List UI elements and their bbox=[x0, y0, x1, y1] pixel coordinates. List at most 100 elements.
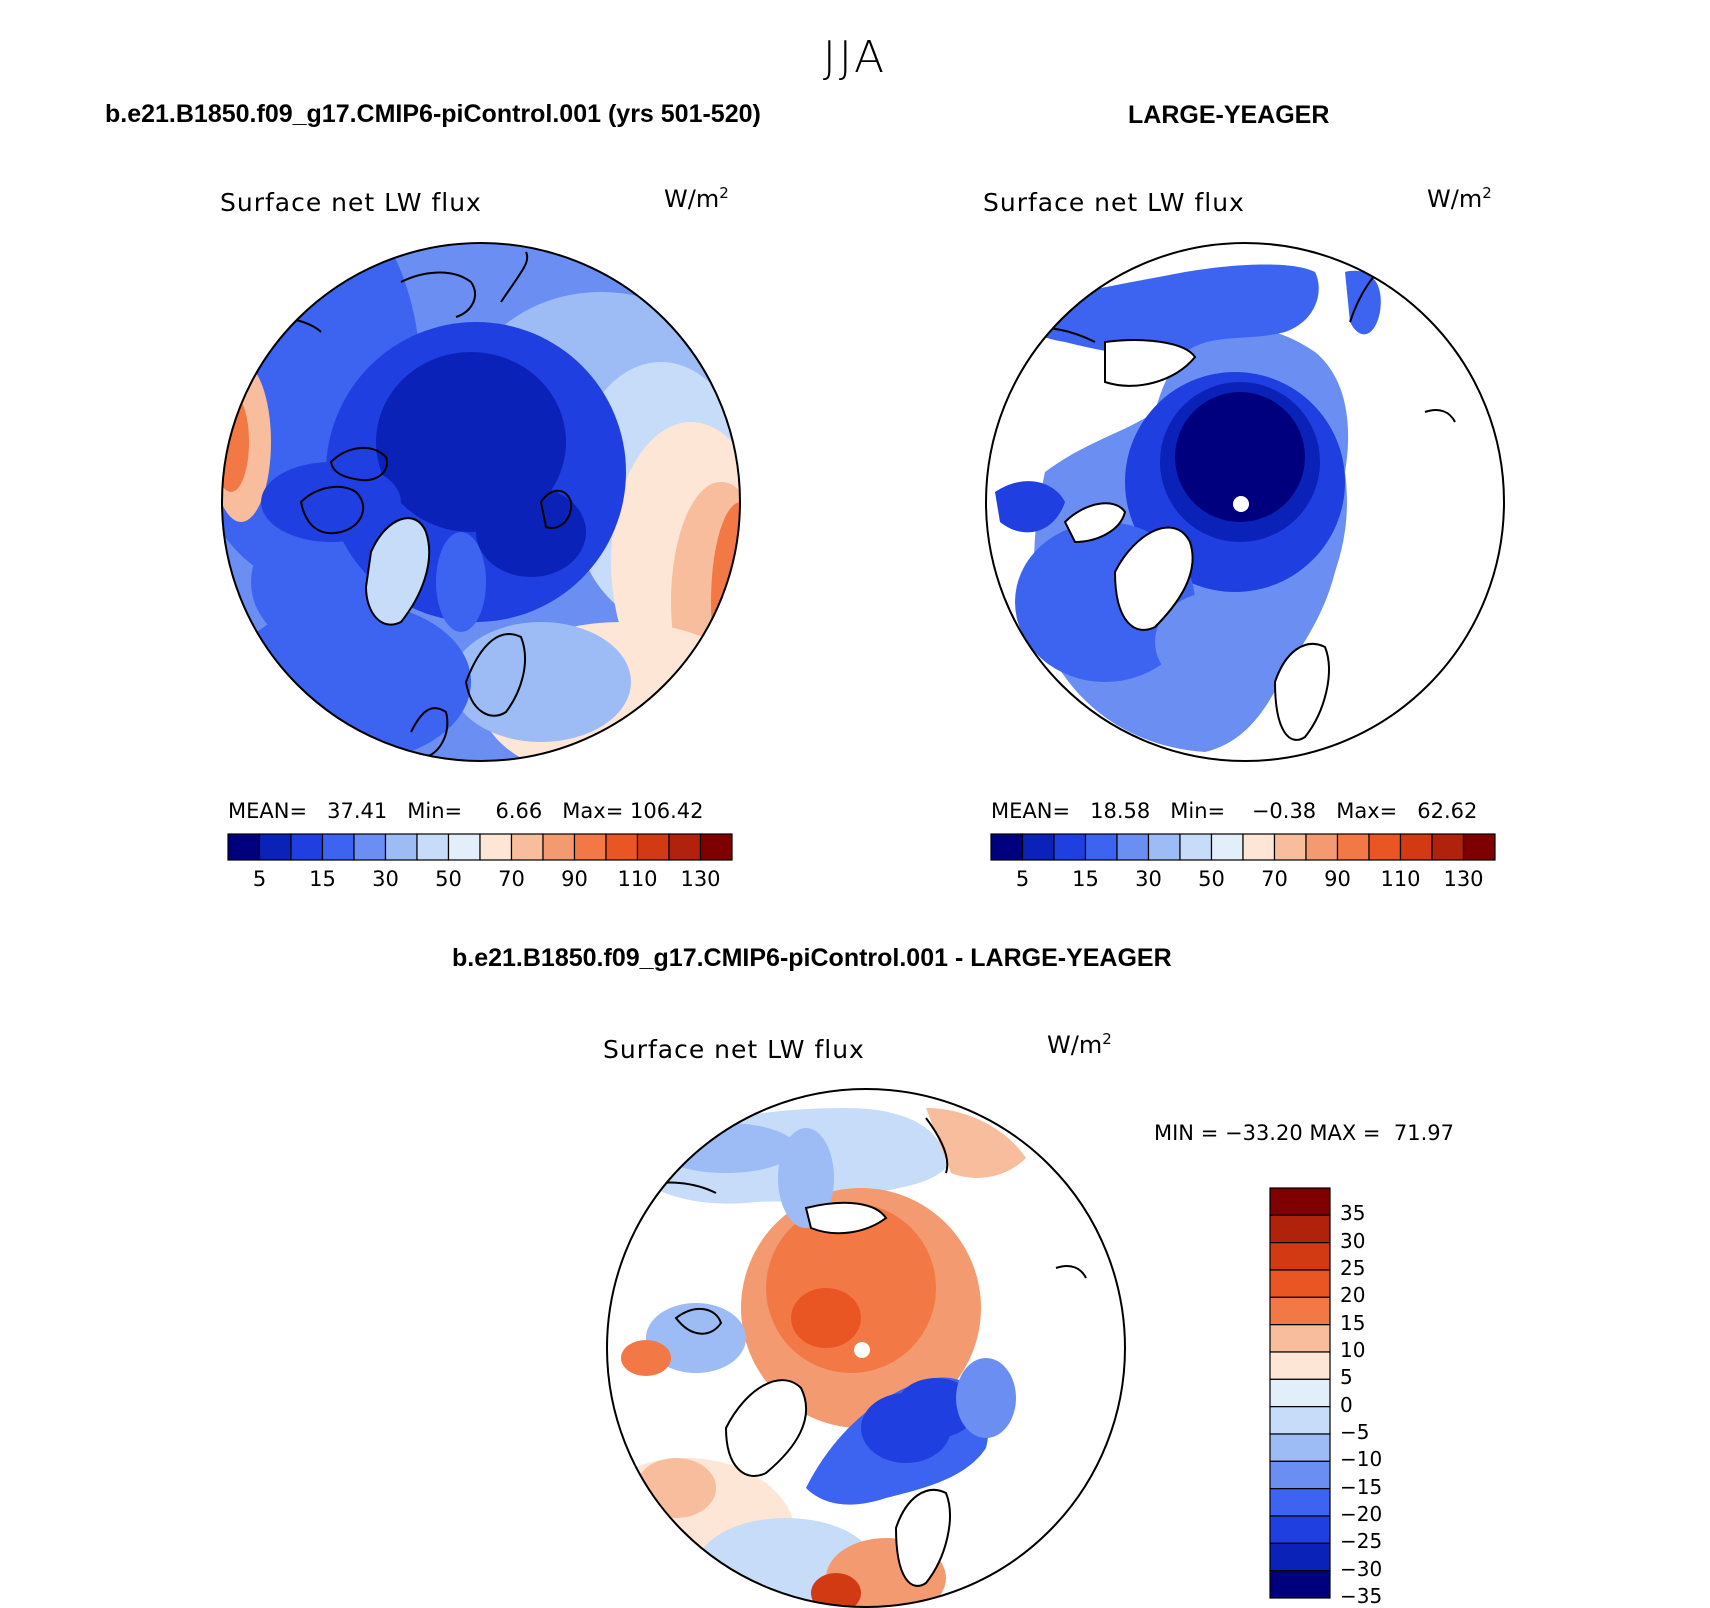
colorbar-tick-label: 130 bbox=[1443, 867, 1484, 891]
colorbar-swatch bbox=[1269, 1269, 1331, 1298]
colorbar-swatch bbox=[1462, 833, 1496, 861]
colorbar-tick-label: 50 bbox=[1198, 867, 1225, 891]
colorbar-swatch bbox=[384, 833, 418, 861]
obs-polar-map bbox=[985, 242, 1505, 762]
obs-colorbar-labels: 5 15 30 50 70 90 110 130 bbox=[991, 867, 1495, 897]
colorbar-tick-label: 5 bbox=[1015, 867, 1030, 891]
colorbar-swatch bbox=[668, 833, 702, 861]
colorbar-tick-label: 110 bbox=[1380, 867, 1421, 891]
model-panel-title: b.e21.B1850.f09_g17.CMIP6-piControl.001 … bbox=[105, 100, 761, 128]
colorbar-tick-label: −30 bbox=[1340, 1556, 1383, 1581]
colorbar-swatch bbox=[1084, 833, 1118, 861]
model-colorbar-labels: 5 15 30 50 70 90 110 130 bbox=[228, 867, 732, 897]
colorbar-swatch bbox=[1269, 1214, 1331, 1244]
colorbar-swatch bbox=[416, 833, 450, 861]
colorbar-swatch bbox=[1269, 1324, 1331, 1353]
colorbar-swatch bbox=[447, 833, 481, 861]
colorbar-swatch bbox=[699, 833, 733, 861]
colorbar-swatch bbox=[636, 833, 670, 861]
colorbar-tick-label: 90 bbox=[1324, 867, 1351, 891]
colorbar-tick-label: 15 bbox=[1072, 867, 1099, 891]
colorbar-tick-label: −20 bbox=[1340, 1502, 1383, 1526]
colorbar-tick-label: 10 bbox=[1340, 1338, 1366, 1362]
colorbar-swatch bbox=[1242, 833, 1276, 861]
colorbar-tick-label: 20 bbox=[1340, 1283, 1366, 1308]
colorbar-tick-label: 30 bbox=[1340, 1228, 1366, 1253]
colorbar-tick-label: 25 bbox=[1340, 1256, 1366, 1280]
colorbar-tick-label: 90 bbox=[561, 867, 588, 891]
colorbar-swatch bbox=[990, 833, 1024, 861]
colorbar-tick-label: 0 bbox=[1340, 1392, 1353, 1417]
colorbar-tick-label: 35 bbox=[1340, 1201, 1366, 1226]
colorbar-tick-label: −35 bbox=[1340, 1584, 1383, 1608]
colorbar-swatch bbox=[1399, 833, 1433, 861]
colorbar-swatch bbox=[1269, 1570, 1331, 1599]
model-variable-label: Surface net LW flux bbox=[220, 188, 482, 217]
colorbar-swatch bbox=[1053, 833, 1087, 861]
diff-variable-label: Surface net LW flux bbox=[603, 1035, 865, 1064]
obs-colorbar bbox=[990, 833, 1496, 861]
colorbar-swatch bbox=[510, 833, 544, 861]
model-stats: MEAN= 37.41 Min= 6.66 Max= 106.42 bbox=[228, 799, 704, 823]
colorbar-swatch bbox=[1273, 833, 1307, 861]
colorbar-swatch bbox=[479, 833, 513, 861]
diff-panel-title: b.e21.B1850.f09_g17.CMIP6-piControl.001 … bbox=[452, 944, 1172, 972]
colorbar-swatch bbox=[1269, 1542, 1331, 1572]
colorbar-swatch bbox=[290, 833, 324, 861]
colorbar-tick-label: 15 bbox=[309, 867, 336, 891]
colorbar-tick-label: 5 bbox=[1340, 1365, 1353, 1390]
colorbar-tick-label: 110 bbox=[617, 867, 658, 891]
model-polar-map bbox=[221, 242, 741, 762]
colorbar-swatch bbox=[1147, 833, 1181, 861]
colorbar-swatch bbox=[1305, 833, 1339, 861]
colorbar-swatch bbox=[1269, 1460, 1331, 1490]
diff-polar-map bbox=[606, 1088, 1126, 1608]
diff-colorbar-labels: 35 30 25 20 15 10 5 0 −5 −10 −15 −20 −25 −30 −35 bbox=[1340, 1188, 1420, 1608]
colorbar-swatch bbox=[1210, 833, 1244, 861]
model-colorbar bbox=[227, 833, 733, 861]
diff-stats: MIN = −33.20 MAX = 71.97 bbox=[1154, 1121, 1455, 1145]
colorbar-tick-label: 30 bbox=[1135, 867, 1162, 891]
obs-panel-title: LARGE-YEAGER bbox=[1128, 101, 1330, 129]
colorbar-tick-label: 5 bbox=[252, 867, 267, 891]
colorbar-swatch bbox=[1269, 1296, 1331, 1326]
colorbar-tick-label: 30 bbox=[372, 867, 399, 891]
colorbar-swatch bbox=[1269, 1515, 1331, 1544]
colorbar-swatch bbox=[258, 833, 292, 861]
colorbar-swatch bbox=[1269, 1406, 1331, 1435]
colorbar-swatch bbox=[573, 833, 607, 861]
colorbar-tick-label: −10 bbox=[1340, 1447, 1383, 1472]
obs-units-label: W/m2 bbox=[1427, 184, 1492, 213]
colorbar-swatch bbox=[1269, 1378, 1331, 1408]
colorbar-swatch bbox=[1116, 833, 1150, 861]
colorbar-swatch bbox=[1431, 833, 1465, 861]
model-units-label: W/m2 bbox=[664, 184, 729, 213]
colorbar-tick-label: 70 bbox=[498, 867, 525, 891]
colorbar-swatch bbox=[1269, 1242, 1331, 1271]
obs-variable-label: Surface net LW flux bbox=[983, 188, 1245, 217]
colorbar-swatch bbox=[321, 833, 355, 861]
colorbar-swatch bbox=[1269, 1433, 1331, 1462]
colorbar-swatch bbox=[1269, 1187, 1331, 1216]
obs-stats: MEAN= 18.58 Min= −0.38 Max= 62.62 bbox=[991, 799, 1478, 823]
colorbar-swatch bbox=[605, 833, 639, 861]
colorbar-swatch bbox=[1269, 1351, 1331, 1380]
colorbar-tick-label: −15 bbox=[1340, 1474, 1383, 1499]
colorbar-swatch bbox=[1368, 833, 1402, 861]
colorbar-swatch bbox=[1336, 833, 1370, 861]
colorbar-swatch bbox=[542, 833, 576, 861]
colorbar-tick-label: 50 bbox=[435, 867, 462, 891]
colorbar-swatch bbox=[1179, 833, 1213, 861]
colorbar-swatch bbox=[227, 833, 261, 861]
colorbar-swatch bbox=[1269, 1488, 1331, 1517]
colorbar-tick-label: 15 bbox=[1340, 1310, 1366, 1335]
colorbar-tick-label: −5 bbox=[1340, 1420, 1370, 1444]
colorbar-swatch bbox=[1021, 833, 1055, 861]
colorbar-swatch bbox=[353, 833, 387, 861]
colorbar-tick-label: 70 bbox=[1261, 867, 1288, 891]
season-title: JJA bbox=[822, 32, 888, 83]
colorbar-tick-label: −25 bbox=[1340, 1529, 1383, 1554]
diff-units-label: W/m2 bbox=[1047, 1030, 1112, 1059]
diff-colorbar bbox=[1269, 1187, 1331, 1599]
colorbar-tick-label: 130 bbox=[680, 867, 721, 891]
